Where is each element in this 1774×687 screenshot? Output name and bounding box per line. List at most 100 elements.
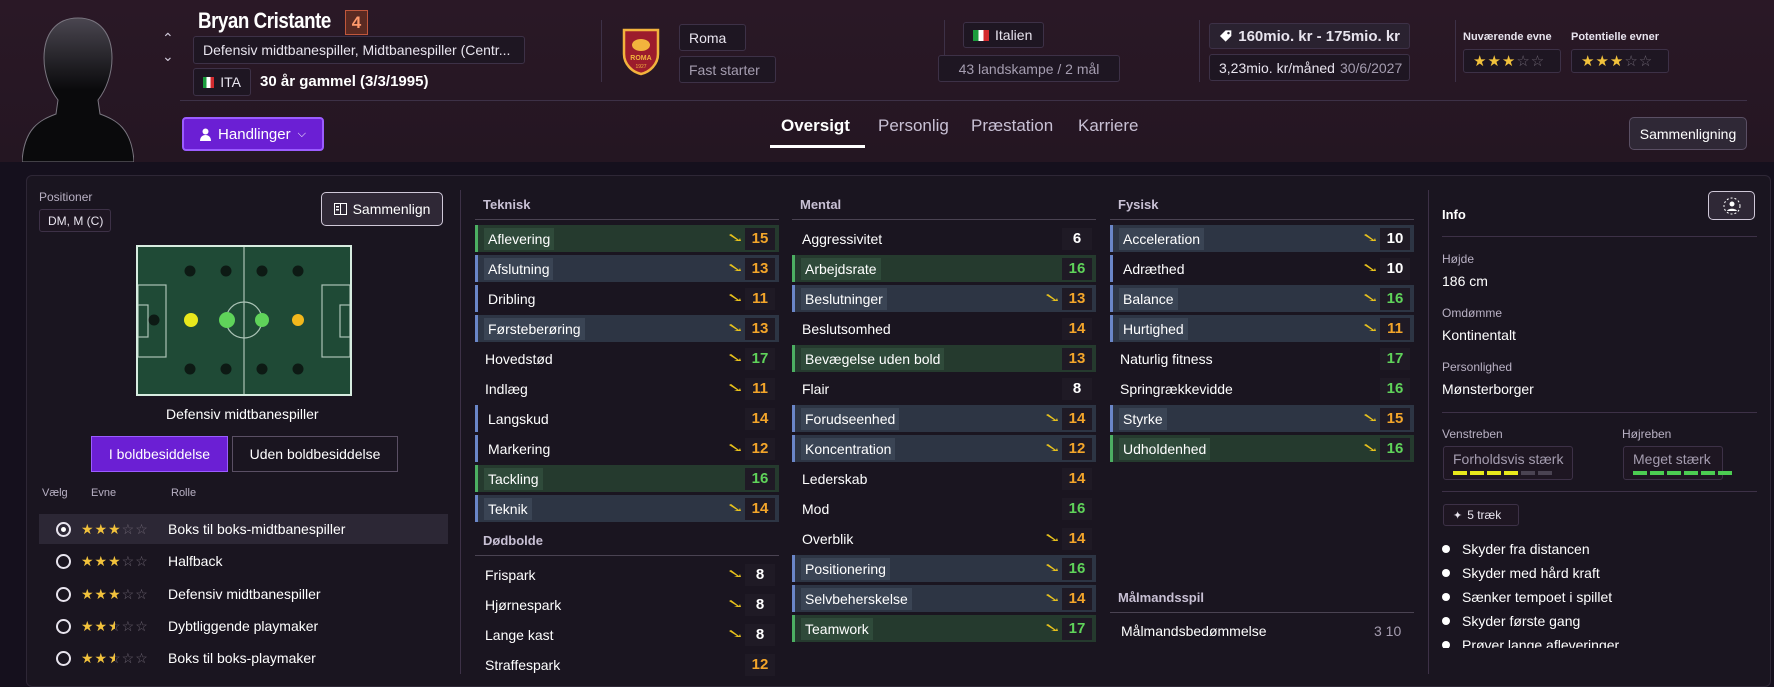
attribute-row[interactable]: Hurtighed 11 (1110, 315, 1414, 342)
role-name: Boks til boks-midtbanespiller (168, 521, 346, 537)
attribute-row[interactable]: Førsteberøring 13 (475, 315, 779, 342)
role-stars: ★★★☆☆ (81, 552, 149, 569)
club-badge-icon[interactable]: ROMA 1927 (622, 28, 660, 76)
attribute-row[interactable]: Teknik 14 (475, 495, 779, 522)
attribute-value: 16 (1062, 257, 1092, 280)
attribute-row[interactable]: Tackling 16 (475, 465, 779, 492)
attribute-row[interactable]: Bevægelse uden bold 13 (792, 345, 1096, 372)
divider (180, 100, 1747, 101)
nationality-pill: ITA (193, 68, 251, 96)
compare-header-button[interactable]: Sammenligning (1629, 117, 1747, 150)
attribute-value: 15 (745, 227, 775, 250)
trend-arrow-icon (725, 262, 745, 276)
role-radio[interactable] (56, 553, 71, 569)
club-name-pill[interactable]: Roma (679, 24, 746, 51)
attribute-row[interactable]: Lange kast 8 (475, 621, 779, 648)
attribute-row[interactable]: Afslutning 13 (475, 255, 779, 282)
squad-status: Fast starter (689, 61, 760, 78)
attribute-name: Koncentration (795, 435, 1042, 462)
divider (1110, 219, 1414, 220)
out-of-possession-button[interactable]: Uden boldbesiddelse (232, 436, 398, 472)
info-profile-button[interactable] (1708, 191, 1755, 220)
role-radio[interactable] (56, 586, 71, 602)
previous-player-icon[interactable]: ⌃ (162, 30, 174, 46)
role-radio[interactable] (56, 650, 71, 666)
attribute-name: Naturlig fitness (1110, 345, 1360, 372)
tab-performance[interactable]: Præstation (971, 116, 1054, 135)
role-name: Halfback (168, 553, 223, 569)
role-row[interactable]: ★★★☆☆ Defensiv midtbanespiller (39, 579, 448, 609)
divider (1455, 20, 1456, 82)
attribute-row[interactable]: Teamwork 17 (792, 615, 1096, 642)
attribute-label: Selvbeherskelse (801, 587, 912, 610)
attribute-name: Langskud (478, 405, 725, 432)
role-row[interactable]: ★★★☆☆ Halfback (39, 546, 448, 576)
attribute-row[interactable]: Langskud 14 (475, 405, 779, 432)
attribute-row[interactable]: Lederskab 14 (792, 465, 1096, 492)
divider (1428, 190, 1429, 674)
attribute-row[interactable]: Straffespark 12 (475, 651, 779, 678)
attribute-value: 8 (745, 593, 775, 616)
attribute-row[interactable]: Flair 8 (792, 375, 1096, 402)
tab-career[interactable]: Karriere (1078, 116, 1139, 135)
attribute-label: Hovedstød (485, 350, 553, 367)
attribute-row[interactable]: Styrke 15 (1110, 405, 1414, 432)
nation-name: Italien (995, 27, 1033, 43)
attribute-name: Bevægelse uden bold (795, 345, 1042, 372)
tab-overview[interactable]: Oversigt (781, 116, 850, 135)
attribute-row[interactable]: Positionering 16 (792, 555, 1096, 582)
attribute-value: 14 (1062, 467, 1092, 490)
attribute-row[interactable]: Udholdenhed 16 (1110, 435, 1414, 462)
attribute-value: 14 (745, 407, 775, 430)
tab-personal[interactable]: Personlig (878, 116, 949, 135)
divider (475, 219, 779, 220)
traits-pill[interactable]: ✦ 5 træk (1443, 504, 1519, 526)
actions-button[interactable]: Handlinger ⌵ (182, 117, 324, 151)
next-player-icon[interactable]: ⌄ (162, 48, 174, 64)
attribute-row[interactable]: Forudseenhed 14 (792, 405, 1096, 432)
attribute-row[interactable]: Arbejdsrate 16 (792, 255, 1096, 282)
attribute-row[interactable]: Acceleration 10 (1110, 225, 1414, 252)
role-radio[interactable] (56, 618, 71, 634)
compare-positions-button[interactable]: Sammenlign (321, 192, 443, 226)
attribute-row[interactable]: Frispark 8 (475, 561, 779, 588)
compare-icon (333, 203, 347, 215)
attribute-row[interactable]: Naturlig fitness 17 (1110, 345, 1414, 372)
attribute-row[interactable]: Hjørnespark 8 (475, 591, 779, 618)
attribute-row[interactable]: Indlæg 11 (475, 375, 779, 402)
role-radio-selected[interactable] (56, 521, 71, 537)
attribute-row[interactable]: Overblik 14 (792, 525, 1096, 552)
divider (944, 20, 945, 82)
attribute-row[interactable]: Dribling 11 (475, 285, 779, 312)
attribute-row[interactable]: Hovedstød 17 (475, 345, 779, 372)
attribute-row[interactable]: Balance 16 (1110, 285, 1414, 312)
attribute-row[interactable]: Beslutninger 13 (792, 285, 1096, 312)
player-silhouette-icon (22, 17, 134, 162)
attribute-name: Mod (792, 495, 1042, 522)
role-row[interactable]: ★★★☆☆ Boks til boks-midtbanespiller (39, 514, 448, 544)
attribute-label: Langskud (488, 410, 549, 427)
attribute-row[interactable]: Beslutsomhed 14 (792, 315, 1096, 342)
in-possession-button[interactable]: I boldbesiddelse (91, 436, 228, 472)
attribute-row[interactable]: Selvbeherskelse 14 (792, 585, 1096, 612)
trend-arrow-icon (1042, 532, 1062, 546)
attribute-row[interactable]: Mod 16 (792, 495, 1096, 522)
attribute-name: Arbejdsrate (795, 255, 1042, 282)
attribute-value: 12 (745, 437, 775, 460)
nation-pill[interactable]: Italien (963, 22, 1044, 48)
right-foot-label: Højreben (1622, 427, 1672, 441)
attribute-row[interactable]: Springrækkevidde 16 (1110, 375, 1414, 402)
attribute-row[interactable]: Aggressivitet 6 (792, 225, 1096, 252)
pitch-role-name: Defensiv midtbanespiller (166, 406, 319, 422)
attribute-row[interactable]: Koncentration 12 (792, 435, 1096, 462)
attribute-row[interactable]: Aflevering 15 (475, 225, 779, 252)
attribute-label: Acceleration (1119, 227, 1205, 250)
foot-meter-segment (1718, 471, 1732, 475)
attribute-name: Dribling (478, 285, 725, 312)
attribute-label: Hjørnespark (485, 596, 562, 613)
attribute-row[interactable]: Markering 12 (475, 435, 779, 462)
role-row[interactable]: ★★☆★☆☆ Dybtliggende playmaker (39, 611, 448, 641)
role-row[interactable]: ★★☆★☆☆ Boks til boks-playmaker (39, 643, 448, 673)
trait-item: Skyder med hård kraft (1442, 561, 1757, 585)
attribute-row[interactable]: Adræthed 10 (1110, 255, 1414, 282)
